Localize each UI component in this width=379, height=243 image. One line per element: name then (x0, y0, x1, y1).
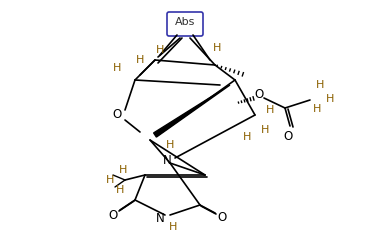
Text: H: H (316, 80, 324, 90)
Text: O: O (108, 208, 117, 222)
Text: H: H (169, 222, 177, 232)
Text: N: N (156, 211, 164, 225)
Text: H: H (166, 140, 174, 150)
Text: H: H (213, 43, 221, 53)
Text: H: H (326, 94, 334, 104)
Text: O: O (113, 109, 122, 122)
Text: O: O (254, 88, 264, 102)
Text: O: O (218, 210, 227, 224)
Text: H: H (116, 185, 124, 195)
Text: N: N (163, 154, 171, 166)
Text: H: H (243, 132, 251, 142)
Text: H: H (313, 104, 321, 114)
Polygon shape (153, 85, 230, 137)
Text: H: H (261, 125, 269, 135)
Text: H: H (113, 63, 121, 73)
Text: H: H (136, 55, 144, 65)
Text: H: H (119, 165, 127, 175)
Text: Abs: Abs (175, 17, 195, 27)
Text: O: O (283, 130, 293, 142)
Text: H: H (156, 45, 164, 55)
Text: H: H (266, 105, 274, 115)
Text: H: H (106, 175, 114, 185)
FancyBboxPatch shape (167, 12, 203, 36)
